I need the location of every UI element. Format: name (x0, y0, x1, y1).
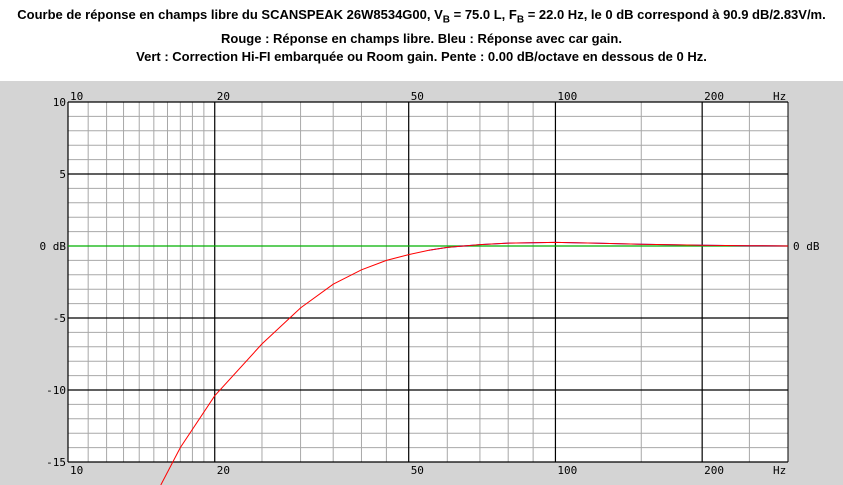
red-response-curve (160, 241, 789, 485)
y-tick-label: -5 (53, 312, 66, 325)
plot-area (68, 102, 788, 462)
title-line-2: Rouge : Réponse en champs libre. Bleu : … (221, 30, 622, 46)
y-tick-label: 10 (53, 96, 66, 109)
title-line-1: Courbe de réponse en champs libre du SCA… (17, 7, 826, 26)
x-tick-label-bottom: 10 (70, 464, 83, 477)
x-unit-label-top: Hz (773, 90, 786, 103)
y-tick-label: 5 (59, 168, 66, 181)
chart-title: Courbe de réponse en champs libre du SCA… (0, 6, 843, 66)
series-layer (68, 241, 789, 485)
x-tick-label-bottom: 20 (217, 464, 230, 477)
x-tick-label-top: 10 (70, 90, 83, 103)
y-tick-label: -15 (46, 456, 66, 469)
x-tick-label-top: 50 (411, 90, 424, 103)
x-tick-label-bottom: 100 (557, 464, 577, 477)
y-tick-label: 0 dB (40, 240, 67, 253)
labels-layer: 10 10 20 20 50 50 100 100 200 200 Hz Hz 10 5 0 dB -5 -10… (40, 90, 820, 477)
title-line-3: Vert : Correction Hi-FI embarquée ou Roo… (136, 48, 707, 64)
y-right-label: 0 dB (793, 240, 820, 253)
y-tick-label: -10 (46, 384, 66, 397)
x-tick-label-top: 200 (704, 90, 724, 103)
x-tick-label-bottom: 200 (704, 464, 724, 477)
x-tick-label-bottom: 50 (411, 464, 424, 477)
x-tick-label-top: 20 (217, 90, 230, 103)
x-unit-label-bottom: Hz (773, 464, 786, 477)
x-tick-label-top: 100 (557, 90, 577, 103)
